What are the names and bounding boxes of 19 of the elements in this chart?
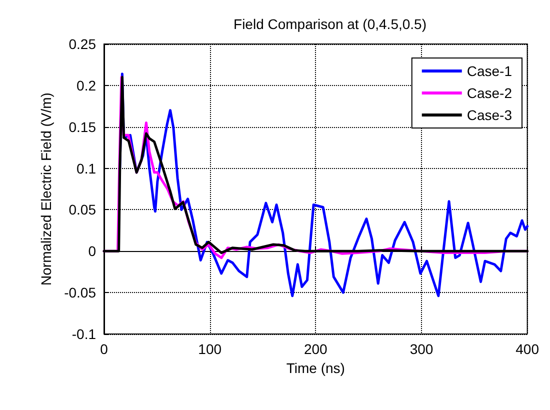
y-tick-label: 0.05 xyxy=(68,202,96,218)
x-axis-title: Time (ns) xyxy=(286,360,345,376)
chart-title: Field Comparison at (0,4.5,0.5) xyxy=(234,16,426,32)
x-tick-label: 300 xyxy=(410,341,434,357)
y-tick-label: 0.2 xyxy=(76,77,96,94)
x-tick-label: 200 xyxy=(304,341,328,357)
y-axis-title: Normalized Electric Field (V/m) xyxy=(38,92,54,286)
y-tick-label: 0.1 xyxy=(76,160,96,176)
x-tick-label: 0 xyxy=(100,341,108,357)
legend-label: Case-2 xyxy=(466,85,512,101)
y-tick-label: 0.15 xyxy=(68,118,96,135)
legend-label: Case-3 xyxy=(466,107,512,123)
legend-label: Case-1 xyxy=(466,63,512,79)
x-tick-label: 100 xyxy=(198,341,222,357)
x-tick-label: 400 xyxy=(516,341,540,357)
y-tick-label: -0.1 xyxy=(72,326,96,342)
y-tick-label: -0.05 xyxy=(64,284,96,301)
y-tick-label: 0.25 xyxy=(68,36,96,52)
y-tick-label: 0 xyxy=(88,243,96,260)
